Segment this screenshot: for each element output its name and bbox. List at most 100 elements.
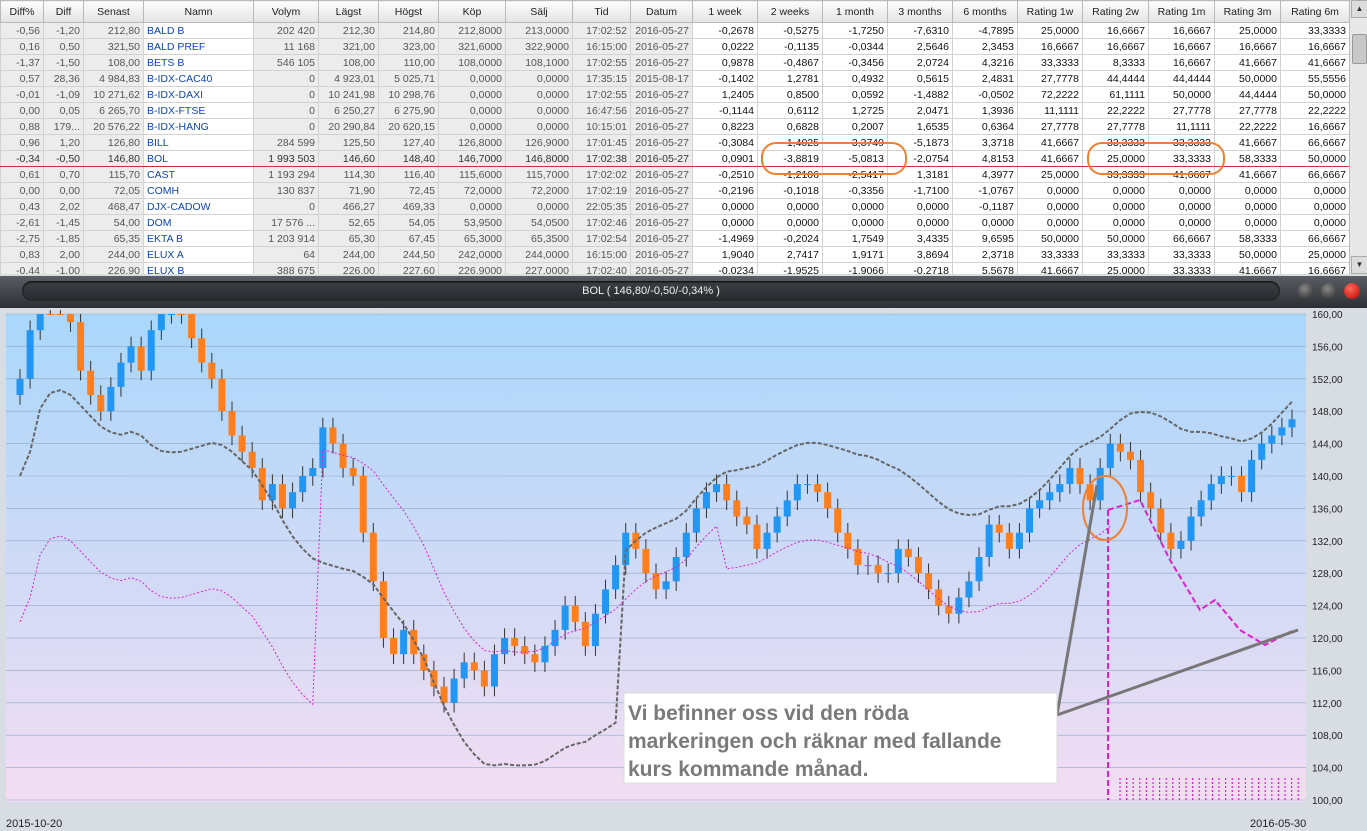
price-chart[interactable]: 100,00 104,00 108,00 112,00 116,00 120,00 124,… (0, 310, 1367, 831)
maximize-button[interactable] (1321, 283, 1337, 299)
table-cell: 44,4444 (1214, 86, 1281, 103)
table-row[interactable]: 0,57 28,36 4 984,83 B-IDX-CAC40 0 4 923,01 5 0… (0, 70, 1349, 87)
column-header-2[interactable]: Senast (83, 0, 144, 23)
table-row[interactable]: 0,00 0,05 6 265,70 B-IDX-FTSE 0 6 250,27 6 275… (0, 102, 1349, 119)
table-row[interactable]: 0,00 0,00 72,05 COMH 130 837 71,90 72,45 72,000… (0, 182, 1349, 199)
table-cell: 2016-05-27 (630, 118, 693, 135)
table-row[interactable]: -0,56 -1,20 212,80 BALD B 202 420 212,30 214,8… (0, 22, 1349, 39)
table-row[interactable]: -0,01 -1,09 10 271,62 B-IDX-DAXI 0 10 241,98 1… (0, 86, 1349, 103)
column-header-17[interactable]: Rating 2w (1082, 0, 1149, 23)
column-header-1[interactable]: Diff (43, 0, 84, 23)
column-header-19[interactable]: Rating 3m (1214, 0, 1281, 23)
candle (743, 516, 751, 525)
candle (783, 500, 791, 517)
table-row[interactable]: -2,61 -1,45 54,00 DOM 17 576 ... 52,65 54,05 53… (0, 214, 1349, 231)
column-header-5[interactable]: Lägst (318, 0, 379, 23)
column-header-9[interactable]: Tid (572, 0, 631, 23)
table-row[interactable]: -0,34 -0,50 146,80 BOL 1 993 503 146,60 148,40… (0, 150, 1349, 167)
table-cell: 66,6667 (1280, 230, 1349, 247)
candle (894, 548, 902, 574)
column-header-7[interactable]: Köp (438, 0, 506, 23)
candle (289, 492, 297, 509)
table-scrollbar[interactable]: ▲ ▼ (1349, 0, 1367, 274)
candlestick-chart[interactable]: 100,00 104,00 108,00 112,00 116,00 120,00 124,… (0, 310, 1367, 831)
table-cell: 179... (43, 118, 84, 135)
table-cell: 0,05 (43, 102, 84, 119)
candle (884, 573, 892, 575)
table-row[interactable]: -0,44 -1,00 226,90 ELUX B 388 675 226,00 227,6… (0, 262, 1349, 274)
table-cell: 33,3333 (1280, 22, 1349, 39)
column-header-13[interactable]: 1 month (822, 0, 888, 23)
table-cell: 17:02:40 (572, 262, 631, 274)
table-cell: 16,6667 (1280, 262, 1349, 274)
column-header-15[interactable]: 6 months (952, 0, 1018, 23)
column-header-8[interactable]: Sälj (505, 0, 573, 23)
table-cell: 0,0000 (822, 214, 888, 231)
column-header-20[interactable]: Rating 6m (1280, 0, 1349, 23)
candle (803, 484, 811, 486)
table-cell: 72,2000 (505, 182, 573, 199)
minimize-button[interactable] (1298, 283, 1314, 299)
table-cell: 4 984,83 (83, 70, 144, 87)
candle (581, 621, 589, 647)
column-header-11[interactable]: 1 week (692, 0, 758, 23)
table-row[interactable]: -1,37 -1,50 108,00 BETS B 546 105 108,00 110,0… (0, 54, 1349, 71)
table-row[interactable]: 0,88 179... 20 576,22 B-IDX-HANG 0 20 290,84 2… (0, 118, 1349, 135)
table-cell: 25,0000 (1082, 262, 1149, 274)
column-header-0[interactable]: Diff% (0, 0, 44, 23)
table-cell: 41,6667 (1214, 166, 1281, 183)
candle (571, 605, 579, 622)
candle (349, 467, 357, 476)
table-cell: -1,85 (43, 230, 84, 247)
candle (490, 654, 498, 687)
table-cell: 0,70 (43, 166, 84, 183)
table-cell: 0,96 (0, 134, 44, 151)
table-cell: 41,6667 (1214, 262, 1281, 274)
scroll-thumb[interactable] (1352, 34, 1367, 64)
table-cell: 127,40 (378, 134, 439, 151)
table-cell: 50,0000 (1082, 230, 1149, 247)
y-tick-label: 132,00 (1312, 537, 1343, 548)
table-row[interactable]: 0,16 0,50 321,50 BALD PREF 11 168 321,00 323,0… (0, 38, 1349, 55)
candle (1116, 443, 1124, 452)
candle (228, 411, 236, 436)
table-cell: -0,2196 (692, 182, 758, 199)
column-header-12[interactable]: 2 weeks (757, 0, 823, 23)
table-cell: 58,3333 (1214, 150, 1281, 167)
annotation-arrow-1 (1055, 484, 1099, 716)
scroll-up-button[interactable]: ▲ (1351, 0, 1367, 18)
table-cell: 0,0000 (1148, 214, 1215, 231)
scroll-down-button[interactable]: ▼ (1351, 256, 1367, 274)
table-cell: 0,0000 (1082, 214, 1149, 231)
table-cell: 226,9000 (438, 262, 506, 274)
column-header-4[interactable]: Volym (253, 0, 319, 23)
candle (36, 314, 44, 331)
candle (1177, 540, 1185, 549)
table-cell: 20 290,84 (318, 118, 379, 135)
table-cell: 0 (253, 118, 319, 135)
candle (188, 314, 196, 339)
close-button[interactable] (1344, 283, 1360, 299)
table-cell: -3,8819 (757, 150, 823, 167)
column-header-14[interactable]: 3 months (887, 0, 953, 23)
column-header-6[interactable]: Högst (378, 0, 439, 23)
candle (1278, 427, 1286, 436)
column-header-18[interactable]: Rating 1m (1148, 0, 1215, 23)
column-header-10[interactable]: Datum (630, 0, 693, 23)
table-cell: B-IDX-DAXI (143, 86, 254, 103)
table-row[interactable]: 0,83 2,00 244,00 ELUX A 64 244,00 244,50 242,00… (0, 246, 1349, 263)
table-cell: 17:35:15 (572, 70, 631, 87)
table-cell: 1,9171 (822, 246, 888, 263)
column-header-16[interactable]: Rating 1w (1017, 0, 1083, 23)
table-cell: 41,6667 (1017, 262, 1083, 274)
table-row[interactable]: 0,61 0,70 115,70 CAST 1 193 294 114,30 116,40 1… (0, 166, 1349, 183)
column-header-3[interactable]: Namn (143, 0, 254, 23)
table-cell: 0 (253, 198, 319, 215)
table-row[interactable]: 0,43 2,02 468,47 DJX-CADOW 0 466,27 469,33 0,00… (0, 198, 1349, 215)
table-cell: 0,0000 (1017, 198, 1083, 215)
table-cell: -1,9066 (822, 262, 888, 274)
table-cell: 72,45 (378, 182, 439, 199)
table-cell: 0,0000 (1017, 214, 1083, 231)
table-row[interactable]: 0,96 1,20 126,80 BILL 284 599 125,50 127,40 126… (0, 134, 1349, 151)
